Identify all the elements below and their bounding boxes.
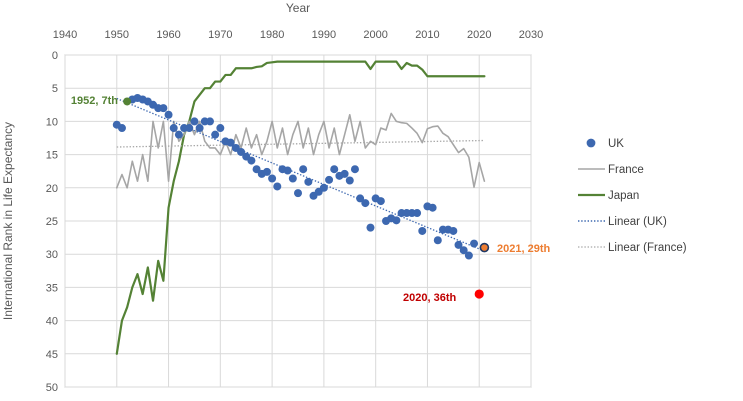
svg-text:30: 30	[46, 249, 58, 261]
svg-text:2021, 29th: 2021, 29th	[497, 243, 550, 255]
svg-text:1960: 1960	[156, 29, 180, 41]
svg-text:1990: 1990	[312, 29, 336, 41]
svg-text:1970: 1970	[208, 29, 232, 41]
svg-text:1950: 1950	[105, 29, 129, 41]
svg-text:20: 20	[46, 183, 58, 195]
svg-text:25: 25	[46, 216, 58, 228]
svg-text:Japan: Japan	[608, 190, 639, 202]
svg-text:15: 15	[46, 150, 58, 162]
svg-text:10: 10	[46, 116, 58, 128]
svg-text:1940: 1940	[53, 29, 77, 41]
svg-text:5: 5	[52, 83, 58, 95]
svg-text:2010: 2010	[415, 29, 439, 41]
svg-text:UK: UK	[608, 138, 624, 150]
svg-text:2000: 2000	[363, 29, 387, 41]
svg-text:2020, 36th: 2020, 36th	[403, 292, 456, 304]
svg-text:Year: Year	[286, 1, 310, 15]
svg-text:2030: 2030	[519, 29, 543, 41]
svg-text:International Rank in Life Exp: International Rank in Life Expectancy	[1, 122, 15, 320]
svg-text:1952, 7th: 1952, 7th	[71, 95, 118, 107]
svg-text:Linear (France): Linear (France)	[608, 242, 687, 254]
svg-text:2020: 2020	[467, 29, 491, 41]
svg-text:50: 50	[46, 382, 58, 394]
svg-text:France: France	[608, 164, 644, 176]
svg-text:0: 0	[52, 50, 58, 62]
svg-text:35: 35	[46, 282, 58, 294]
svg-text:Linear (UK): Linear (UK)	[608, 216, 667, 228]
svg-text:1980: 1980	[260, 29, 284, 41]
svg-text:40: 40	[46, 316, 58, 328]
svg-text:45: 45	[46, 349, 58, 361]
